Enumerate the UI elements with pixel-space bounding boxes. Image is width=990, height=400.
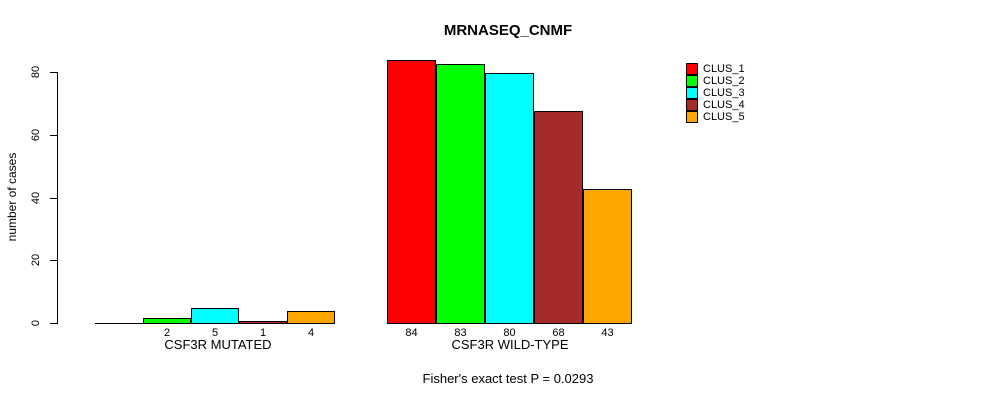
legend-label: CLUS_2 xyxy=(703,75,745,87)
y-axis xyxy=(57,72,58,324)
legend-label: CLUS_1 xyxy=(703,63,745,75)
bar xyxy=(485,73,534,324)
legend-swatch xyxy=(686,63,698,75)
legend-swatch xyxy=(686,99,698,111)
legend-swatch xyxy=(686,87,698,99)
legend-item: CLUS_1 xyxy=(686,63,745,75)
y-axis-title: number of cases xyxy=(5,152,19,242)
y-tick-mark xyxy=(50,72,57,73)
bar xyxy=(534,111,583,324)
bar xyxy=(287,311,335,324)
legend-swatch xyxy=(686,111,698,123)
legend: CLUS_1 CLUS_2 CLUS_3 CLUS_4 CLUS_5 xyxy=(686,63,745,123)
bar xyxy=(436,64,485,324)
bar-value-label: 5 xyxy=(211,327,219,339)
bar-value-label: 4 xyxy=(307,327,315,339)
bar xyxy=(191,308,239,324)
y-tick-mark xyxy=(50,260,57,261)
bar-value-label: 43 xyxy=(601,327,614,339)
bar xyxy=(583,189,632,324)
y-tick-mark xyxy=(50,323,57,324)
bar xyxy=(95,323,143,324)
legend-label: CLUS_5 xyxy=(703,111,745,123)
y-tick-label: 0 xyxy=(30,319,42,327)
bar-value-label: 83 xyxy=(454,327,467,339)
bar xyxy=(387,60,436,324)
legend-item: CLUS_4 xyxy=(686,99,745,111)
bar-value-label: 80 xyxy=(503,327,516,339)
y-tick-mark xyxy=(50,198,57,199)
bar xyxy=(143,318,191,324)
chart-title: MRNASEQ_CNMF xyxy=(443,22,573,39)
y-tick-label: 80 xyxy=(30,65,42,79)
y-tick-mark xyxy=(50,135,57,136)
bar-value-label: 84 xyxy=(405,327,418,339)
legend-label: CLUS_3 xyxy=(703,87,745,99)
legend-label: CLUS_4 xyxy=(703,99,745,111)
legend-item: CLUS_3 xyxy=(686,87,745,99)
legend-swatch xyxy=(686,75,698,87)
annotation-text: Fisher's exact test P = 0.0293 xyxy=(422,371,594,386)
y-tick-label: 20 xyxy=(30,253,42,267)
y-tick-label: 60 xyxy=(30,128,42,142)
x-group-label-wildtype: CSF3R WILD-TYPE xyxy=(451,337,569,352)
legend-item: CLUS_2 xyxy=(686,75,745,87)
x-group-label-mutated: CSF3R MUTATED xyxy=(164,337,272,352)
legend-item: CLUS_5 xyxy=(686,111,745,123)
y-tick-label: 40 xyxy=(30,191,42,205)
bar xyxy=(239,321,287,324)
bar-value-label: 68 xyxy=(552,327,565,339)
bar-value-label: 1 xyxy=(259,327,267,339)
bar-value-label: 2 xyxy=(163,327,171,339)
